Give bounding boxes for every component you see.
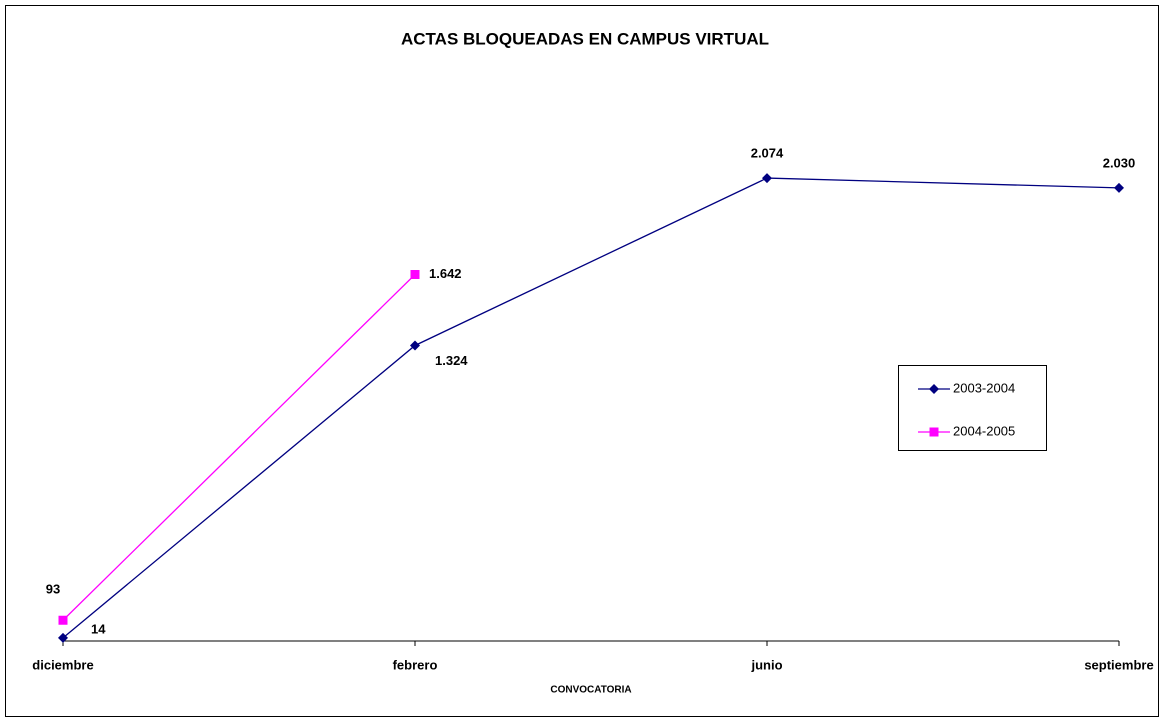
chart-frame: [5, 5, 1159, 717]
series-line: [62, 274, 416, 621]
legend: [898, 365, 1047, 451]
data-label: 1.642: [429, 266, 462, 281]
legend-label: 2003-2004: [953, 380, 1015, 395]
marker: [58, 632, 68, 643]
series-line: [62, 177, 1120, 639]
data-label: 93: [46, 582, 60, 597]
legend-marker: [929, 384, 939, 394]
data-label: 2.030: [1103, 155, 1136, 170]
legend-label: 2004-2005: [953, 423, 1015, 438]
marker: [410, 340, 420, 351]
data-label: 1.324: [435, 353, 468, 368]
data-label: 14: [91, 621, 106, 636]
data-label: 2.074: [751, 146, 784, 161]
marker: [1114, 182, 1124, 193]
marker: [762, 173, 772, 184]
chart-title: ACTAS BLOQUEADAS EN CAMPUS VIRTUAL: [401, 29, 769, 48]
x-tick-label: septiembre: [1084, 657, 1153, 672]
x-axis-label: CONVOCATORIA: [550, 685, 631, 696]
x-tick-label: diciembre: [32, 657, 93, 672]
x-tick-label: febrero: [393, 657, 438, 672]
legend-marker: [929, 427, 939, 437]
x-tick-label: junio: [750, 657, 782, 672]
marker: [58, 615, 68, 625]
marker: [410, 270, 420, 280]
